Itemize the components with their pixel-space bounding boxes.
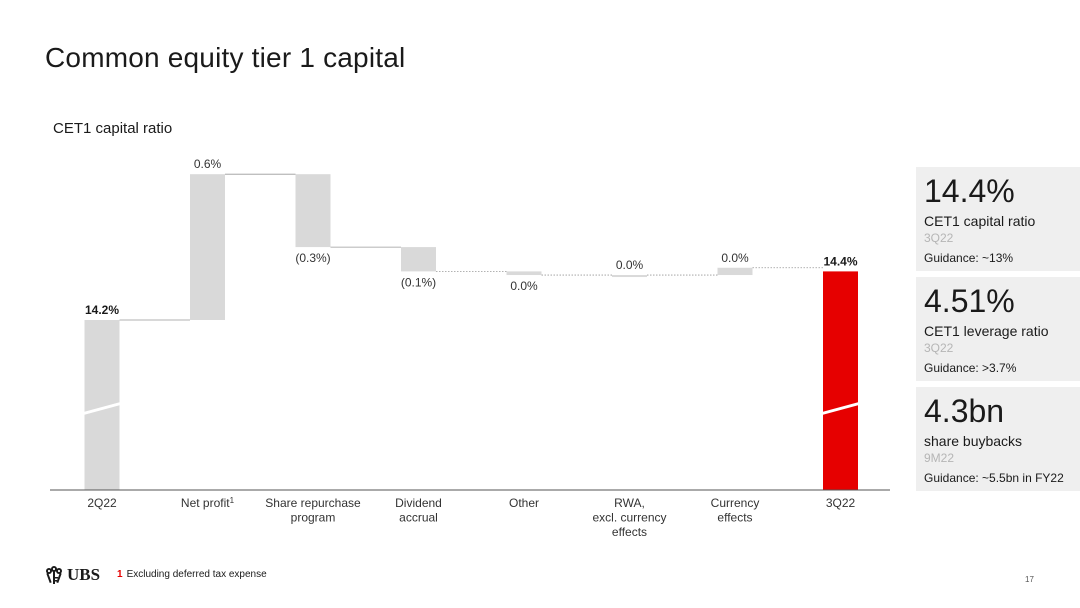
footnote-text: Excluding deferred tax expense (126, 569, 267, 580)
category-label: excl. currency (592, 511, 666, 525)
bar-dividend-accrual (401, 247, 436, 272)
value-label: 14.2% (85, 303, 119, 317)
bar-net-profit (190, 174, 225, 320)
kpi-label: CET1 leverage ratio (924, 323, 1049, 339)
axis-break (83, 402, 121, 415)
category-label: Net profit1 (181, 496, 235, 510)
kpi-value: 14.4% (924, 173, 1015, 209)
category-label: 3Q22 (826, 496, 856, 510)
ubs-logo: UBS (44, 564, 100, 586)
value-label: 0.0% (616, 258, 644, 272)
bar-rwa-excl-currency-effects (612, 275, 647, 278)
kpi-card-share-buybacks: 4.3bn share buybacks 9M22 Guidance: ~5.5… (916, 387, 1080, 491)
category-label: Other (509, 496, 539, 510)
footnote: 1 Excluding deferred tax expense (117, 569, 267, 580)
kpi-guidance: Guidance: ~13% (924, 251, 1014, 265)
category-label: Currency (711, 496, 760, 510)
chart-title: CET1 capital ratio (53, 120, 173, 137)
category-label: program (291, 511, 336, 525)
kpi-value: 4.3bn (924, 393, 1005, 429)
page-number: 17 (1025, 575, 1034, 584)
kpi-guidance: Guidance: ~5.5bn in FY22 (924, 471, 1064, 485)
value-label: 0.0% (721, 251, 749, 265)
kpi-period: 3Q22 (924, 231, 954, 245)
keys-icon (46, 566, 62, 584)
value-label: (0.3%) (295, 251, 330, 265)
footnote-number: 1 (117, 569, 123, 580)
kpi-card-leverage-ratio: 4.51% CET1 leverage ratio 3Q22 Guidance:… (916, 277, 1080, 381)
bar-other (506, 271, 542, 276)
page-title: Common equity tier 1 capital (45, 42, 406, 73)
value-label: 0.0% (510, 279, 538, 293)
bar-currency-effects (717, 267, 753, 276)
kpi-period: 9M22 (924, 451, 955, 465)
value-label: (0.1%) (401, 275, 436, 289)
kpi-value: 4.51% (924, 283, 1015, 319)
category-label: Share repurchase (265, 496, 361, 510)
kpi-label: share buybacks (924, 433, 1023, 449)
kpi-label: CET1 capital ratio (924, 213, 1036, 229)
category-label: Dividend (395, 496, 442, 510)
category-label: RWA, (614, 496, 645, 510)
kpi-guidance: Guidance: >3.7% (924, 361, 1017, 375)
category-label: effects (612, 525, 647, 539)
value-label: 0.6% (194, 157, 222, 171)
category-label: effects (717, 511, 752, 525)
kpi-period: 3Q22 (924, 341, 954, 355)
bar-share-repurchase-program (295, 174, 331, 248)
logo-text: UBS (67, 565, 101, 584)
axis-break (822, 402, 859, 415)
category-label: accrual (399, 511, 438, 525)
bar-3q22 (823, 271, 858, 490)
value-label: 14.4% (823, 254, 857, 268)
kpi-card-cet1-ratio: 14.4% CET1 capital ratio 3Q22 Guidance: … (916, 167, 1080, 271)
category-label: 2Q22 (87, 496, 117, 510)
